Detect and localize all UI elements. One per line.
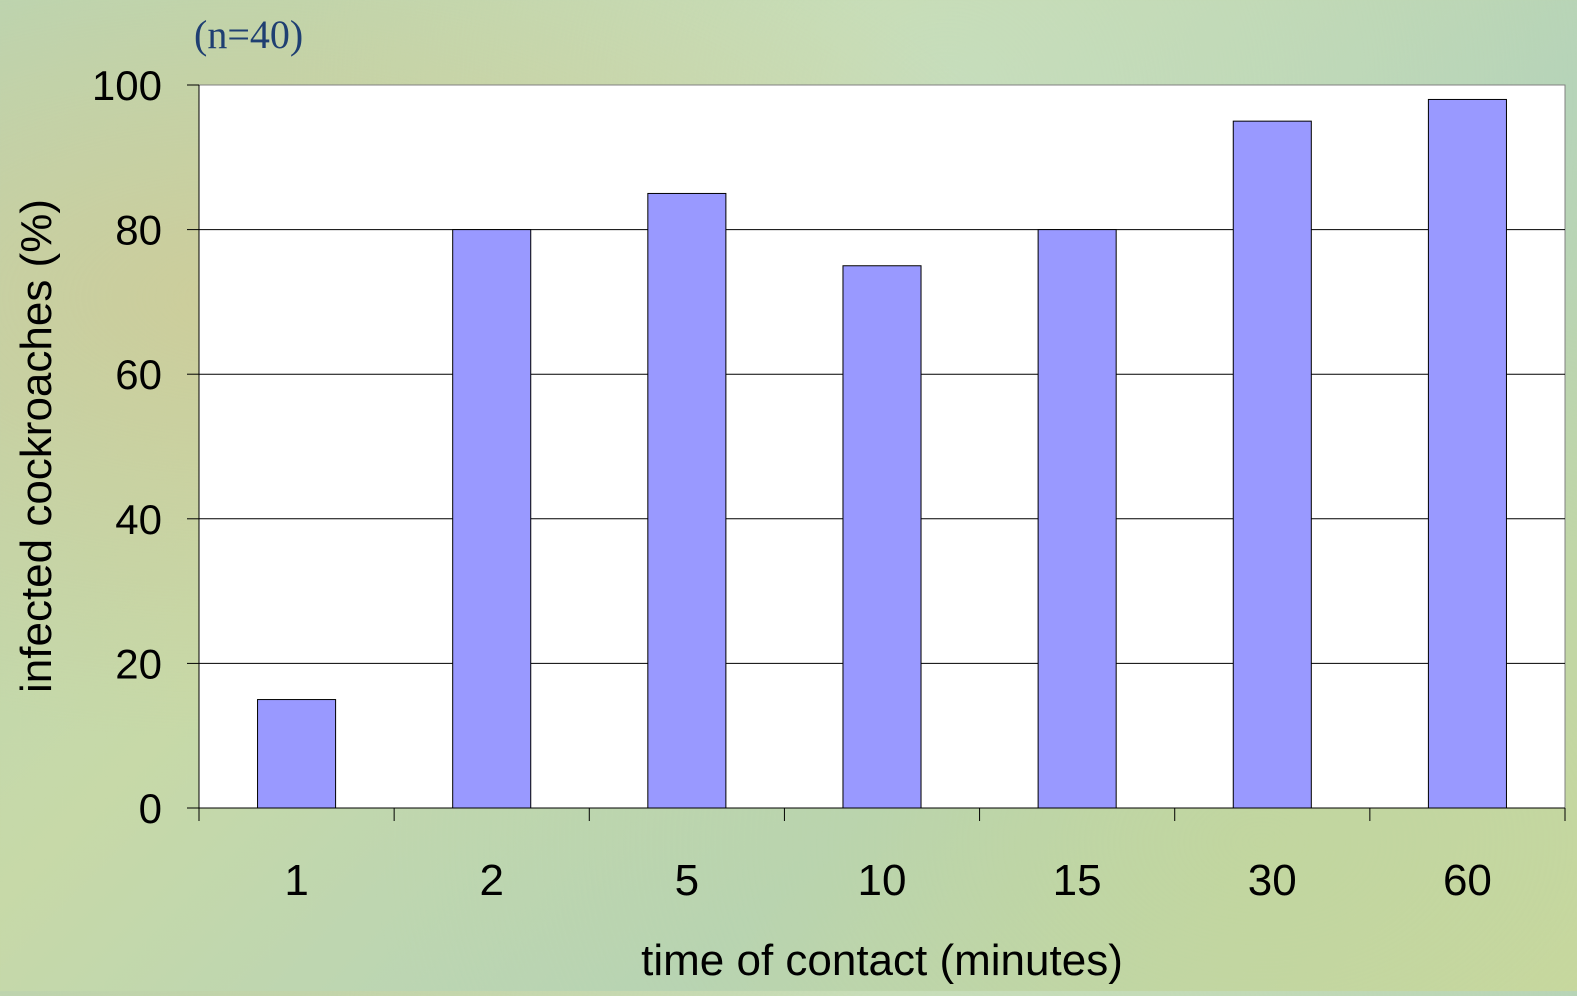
y-tick-labels: 0 20 40 60 80 100 [92,62,162,832]
y-tick-label-40: 40 [115,496,162,543]
bar-15 [1037,229,1117,809]
y-axis-label: infected cockroaches (%) [12,199,61,693]
x-tick-labels: 1 2 5 10 15 30 60 [284,856,1492,905]
y-tick-label-100: 100 [92,62,162,109]
x-tick-label-60: 60 [1443,856,1492,905]
bars [257,98,1507,809]
x-tick-label-5: 5 [675,856,699,905]
x-tick-label-1: 1 [284,856,308,905]
bar-60 [1427,98,1507,809]
bar-10 [842,265,922,809]
x-tick-label-15: 15 [1053,856,1102,905]
y-tick-label-0: 0 [139,785,162,832]
bar-30 [1232,120,1312,809]
x-axis-label: time of contact (minutes) [641,936,1123,985]
x-tick-label-30: 30 [1248,856,1297,905]
x-tick-label-10: 10 [858,856,907,905]
x-tick-label-2: 2 [479,856,503,905]
y-tick-label-60: 60 [115,351,162,398]
bar-5 [647,192,727,809]
axes [187,84,1566,821]
chart-subtitle: (n=40) [194,12,303,57]
y-tick-label-20: 20 [115,640,162,687]
bar-1 [257,699,337,809]
y-tick-label-80: 80 [115,207,162,254]
bar-2 [452,229,532,809]
